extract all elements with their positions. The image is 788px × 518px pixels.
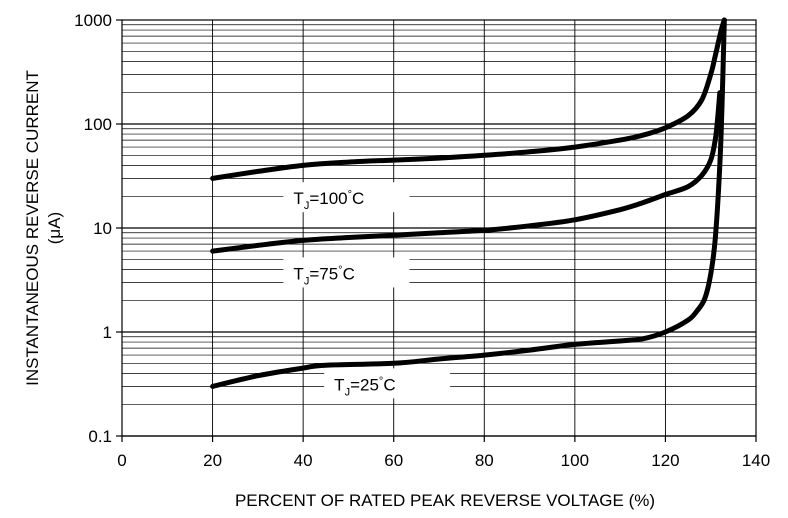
series-label-1: TJ=75°C [293,264,354,287]
series-label-box [283,182,410,213]
axis-ticks: 0 20 40 60 80 100 120 140 0.1 1 10 100 1000 [74,11,770,470]
x-tick-label: 120 [651,451,679,470]
y-axis-title: INSTANTANEOUS REVERSE CURRENT [23,70,42,386]
series-label-0: TJ=100°C [293,189,364,212]
series-line-2 [210,17,727,389]
x-tick-label: 140 [742,451,770,470]
series-label-box [283,257,410,288]
x-tick-label: 100 [561,451,589,470]
series-label-box [324,368,451,399]
series-layer [210,17,727,389]
x-tick-label: 80 [475,451,494,470]
y-tick-label: 0.1 [88,427,112,446]
y-tick-label: 10 [93,219,112,238]
series-line-0 [210,17,727,181]
series-labels: TJ=100°C TJ=75°C TJ=25°C [283,182,451,399]
y-axis-unit: (μA) [45,212,64,244]
series-line-1 [210,90,723,254]
series-label-2: TJ=25°C [334,375,395,398]
y-tick-label: 100 [84,115,112,134]
x-tick-label: 20 [203,451,222,470]
x-axis-title: PERCENT OF RATED PEAK REVERSE VOLTAGE (%… [235,491,655,510]
y-tick-label: 1 [103,323,112,342]
x-tick-label: 0 [117,451,126,470]
y-tick-label: 1000 [74,11,112,30]
x-tick-label: 60 [384,451,403,470]
x-tick-label: 40 [294,451,313,470]
